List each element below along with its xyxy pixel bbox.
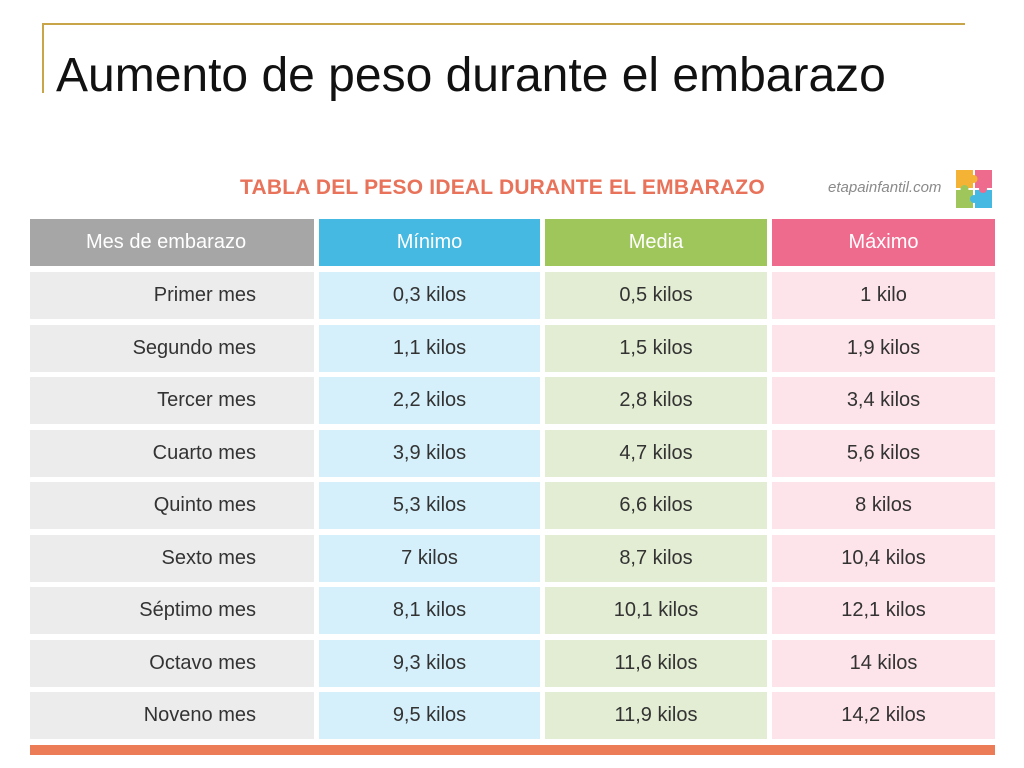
max-cell: 8 kilos — [772, 482, 995, 529]
month-cell: Octavo mes — [30, 639, 314, 687]
month-cell: Tercer mes — [30, 377, 314, 424]
site-name: etapainfantil.com — [828, 179, 942, 196]
min-cell: 3,9 kilos — [319, 429, 540, 477]
avg-cell: 11,9 kilos — [545, 692, 767, 739]
avg-cell: 0,5 kilos — [545, 272, 767, 319]
column-header-avg: Media — [545, 219, 767, 266]
min-cell: 2,2 kilos — [319, 377, 540, 424]
table-row: Séptimo mes 8,1 kilos 10,1 kilos 12,1 ki… — [30, 587, 995, 634]
avg-cell: 4,7 kilos — [545, 429, 767, 477]
bottom-accent-bar — [30, 745, 995, 755]
table-row: Primer mes 0,3 kilos 0,5 kilos 1 kilo — [30, 272, 995, 319]
max-cell: 3,4 kilos — [772, 377, 995, 424]
avg-cell: 1,5 kilos — [545, 324, 767, 372]
max-cell: 1,9 kilos — [772, 324, 995, 372]
min-cell: 9,3 kilos — [319, 639, 540, 687]
max-cell: 14,2 kilos — [772, 692, 995, 739]
avg-cell: 10,1 kilos — [545, 587, 767, 634]
table-row: Segundo mes 1,1 kilos 1,5 kilos 1,9 kilo… — [30, 324, 995, 372]
table-heading: TABLA DEL PESO IDEAL DURANTE EL EMBARAZO — [240, 176, 765, 199]
column-header-max: Máximo — [772, 219, 995, 266]
table-row: Tercer mes 2,2 kilos 2,8 kilos 3,4 kilos — [30, 377, 995, 424]
max-cell: 1 kilo — [772, 272, 995, 319]
weight-table: Mes de embarazo Mínimo Media Máximo Prim… — [30, 219, 995, 745]
min-cell: 8,1 kilos — [319, 587, 540, 634]
table-header-row: Mes de embarazo Mínimo Media Máximo — [30, 219, 995, 266]
avg-cell: 2,8 kilos — [545, 377, 767, 424]
avg-cell: 6,6 kilos — [545, 482, 767, 529]
table-row: Quinto mes 5,3 kilos 6,6 kilos 8 kilos — [30, 482, 995, 529]
month-cell: Primer mes — [30, 272, 314, 319]
month-cell: Cuarto mes — [30, 429, 314, 477]
avg-cell: 8,7 kilos — [545, 534, 767, 582]
max-cell: 5,6 kilos — [772, 429, 995, 477]
min-cell: 5,3 kilos — [319, 482, 540, 529]
slide-frame-top-line — [42, 23, 965, 25]
table-row: Sexto mes 7 kilos 8,7 kilos 10,4 kilos — [30, 534, 995, 582]
min-cell: 1,1 kilos — [319, 324, 540, 372]
month-cell: Séptimo mes — [30, 587, 314, 634]
slide-frame-left-line — [42, 23, 44, 93]
min-cell: 9,5 kilos — [319, 692, 540, 739]
puzzle-logo-icon — [956, 170, 992, 208]
table-row: Octavo mes 9,3 kilos 11,6 kilos 14 kilos — [30, 639, 995, 687]
table-row: Cuarto mes 3,9 kilos 4,7 kilos 5,6 kilos — [30, 429, 995, 477]
table-row: Noveno mes 9,5 kilos 11,9 kilos 14,2 kil… — [30, 692, 995, 739]
min-cell: 0,3 kilos — [319, 272, 540, 319]
max-cell: 12,1 kilos — [772, 587, 995, 634]
min-cell: 7 kilos — [319, 534, 540, 582]
max-cell: 10,4 kilos — [772, 534, 995, 582]
column-header-month: Mes de embarazo — [30, 219, 314, 266]
column-header-min: Mínimo — [319, 219, 540, 266]
month-cell: Segundo mes — [30, 324, 314, 372]
slide-title: Aumento de peso durante el embarazo — [56, 49, 886, 102]
max-cell: 14 kilos — [772, 639, 995, 687]
month-cell: Sexto mes — [30, 534, 314, 582]
avg-cell: 11,6 kilos — [545, 639, 767, 687]
month-cell: Quinto mes — [30, 482, 314, 529]
month-cell: Noveno mes — [30, 692, 314, 739]
